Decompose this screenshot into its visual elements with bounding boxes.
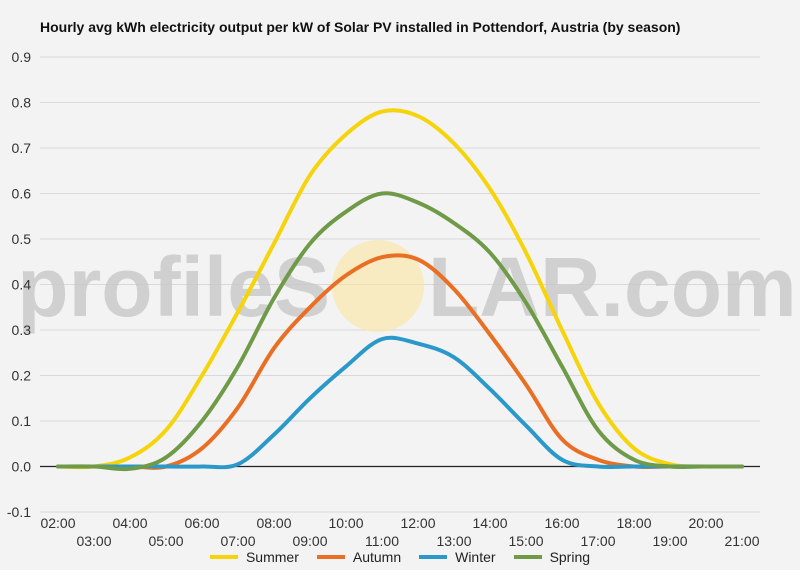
watermark: profileS LAR.com [17,240,797,334]
y-tick-label: 0.8 [12,95,32,111]
y-tick-label: 0.2 [12,368,32,384]
legend-swatch [513,555,542,559]
legend-item-winter: Winter [419,549,496,565]
x-tick-label: 19:00 [652,533,687,549]
x-tick-label: 02:00 [40,515,75,531]
series-lines [56,108,744,472]
chart-title: Hourly avg kWh electricity output per kW… [40,19,681,35]
series-line-winter [56,335,744,470]
x-tick-label: 13:00 [436,533,471,549]
watermark-text-right: LAR.com [428,240,797,334]
x-tick-label: 12:00 [400,515,435,531]
x-tick-label: 05:00 [148,533,183,549]
y-tick-label: -0.1 [7,504,31,520]
y-tick-label: 0.1 [12,413,32,429]
y-tick-label: 0.4 [12,277,32,293]
y-tick-label: 0.3 [12,322,32,338]
legend-label: Spring [549,549,591,565]
x-tick-label: 04:00 [112,515,147,531]
x-tick-label: 07:00 [220,533,255,549]
legend-label: Summer [245,549,299,565]
watermark-text-left: profileS [17,240,330,334]
x-axis: 02:00 04:00 06:00 08:00 10:00 12:00 14:00 16:00… [40,515,759,549]
y-axis: 0.9 0.8 0.7 0.6 0.5 0.4 0.3 0.2 0.1 0.0 -0.1 [7,49,31,520]
x-tick-label: 15:00 [508,533,543,549]
legend-swatch [209,555,238,559]
x-tick-label: 18:00 [616,515,651,531]
legend: Summer Autumn Winter Spring [0,549,800,565]
x-tick-label: 20:00 [688,515,723,531]
x-tick-label: 08:00 [256,515,291,531]
watermark-sun-icon [332,240,424,332]
x-tick-label: 11:00 [365,533,399,549]
x-tick-label: 14:00 [472,515,507,531]
legend-swatch [316,555,345,559]
x-tick-label: 06:00 [184,515,219,531]
grid-lines [40,56,760,513]
y-tick-label: 0.7 [12,140,32,156]
x-tick-label: 09:00 [292,533,327,549]
series-line-spring [56,191,744,472]
x-tick-label: 17:00 [580,533,615,549]
x-tick-label: 16:00 [544,515,579,531]
y-tick-label: 0.9 [12,49,32,65]
y-tick-label: 0.6 [12,186,32,202]
x-tick-label: 21:00 [724,533,759,549]
legend-label: Winter [455,549,496,565]
x-tick-label: 03:00 [76,533,111,549]
series-line-summer [56,108,744,470]
legend-item-spring: Spring [513,549,591,565]
x-tick-label: 10:00 [328,515,363,531]
y-tick-label: 0.0 [12,459,32,475]
legend-item-autumn: Autumn [316,549,402,565]
legend-label: Autumn [352,549,402,565]
y-tick-label: 0.5 [12,231,32,247]
legend-swatch [419,555,448,559]
legend-item-summer: Summer [209,549,299,565]
